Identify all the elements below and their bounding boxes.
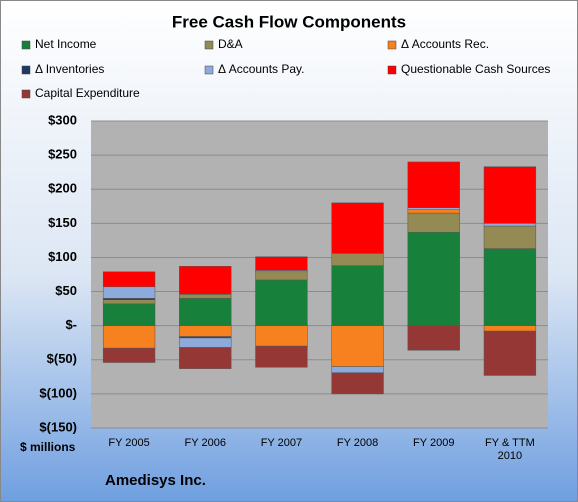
- x-tick-label: FY 2009: [413, 437, 455, 449]
- bar-segment: [179, 266, 232, 295]
- bar-segment: [255, 325, 308, 347]
- bar-segment: [179, 325, 232, 337]
- y-tick-label: $50: [55, 283, 77, 298]
- y-tick-label: $300: [48, 112, 77, 127]
- legend-label: Δ Accounts Pay.: [218, 62, 305, 76]
- bar-segment: [407, 212, 460, 233]
- bar-segment: [331, 202, 384, 254]
- bar-segment: [331, 366, 384, 373]
- bar-segment: [102, 325, 156, 349]
- legend-swatch: [21, 40, 31, 50]
- bar-segment: [102, 286, 156, 299]
- bar-segment: [102, 347, 156, 363]
- y-tick-label: $100: [48, 249, 77, 264]
- x-tick-label: FY & TTM 2010: [485, 437, 535, 462]
- bar-segment: [407, 161, 460, 208]
- y-axis-label: $ millions: [20, 440, 76, 454]
- bar-segment: [407, 231, 460, 326]
- legend-swatch: [387, 65, 397, 75]
- chart-title: Free Cash Flow Components: [172, 12, 406, 31]
- legend-swatch: [21, 89, 31, 99]
- x-tick-label: FY 2005: [108, 437, 150, 449]
- bar-segment: [483, 166, 537, 224]
- legend-swatch: [204, 65, 214, 75]
- bar-segment: [102, 303, 156, 326]
- x-tick-label: FY 2006: [184, 437, 226, 449]
- y-tick-label: $150: [48, 215, 77, 230]
- bar-segment: [407, 209, 460, 214]
- bar-segment: [255, 256, 308, 271]
- bar-segment: [255, 271, 308, 281]
- bar-segment: [179, 298, 232, 326]
- legend-label: D&A: [218, 37, 243, 51]
- bar-segment: [331, 253, 384, 266]
- y-tick-label: $200: [48, 181, 77, 196]
- bar-segment: [331, 325, 384, 367]
- legend-swatch: [21, 65, 31, 75]
- bar-segment: [179, 337, 232, 348]
- bar-segment: [255, 345, 308, 368]
- bar-segment: [407, 325, 460, 351]
- bar-segment: [102, 299, 156, 305]
- legend-swatch: [387, 40, 397, 50]
- y-tick-label: $250: [48, 147, 77, 162]
- legend-label: Δ Accounts Rec.: [401, 37, 489, 51]
- legend-label: Questionable Cash Sources: [401, 62, 550, 76]
- legend-label: Net Income: [35, 37, 97, 51]
- y-tick-label: $(150): [39, 419, 77, 434]
- x-tick-label: FY 2008: [336, 437, 379, 449]
- legend-label: Capital Expenditure: [35, 86, 140, 100]
- bar-segment: [483, 325, 537, 332]
- y-tick-label: $-: [65, 317, 77, 332]
- x-tick-label: FY 2007: [260, 437, 303, 449]
- bar-segment: [483, 248, 537, 326]
- bar-segment: [483, 330, 537, 376]
- legend-label: Δ Inventories: [35, 62, 104, 76]
- bar-segment: [331, 372, 384, 395]
- company-label: Amedisys Inc.: [105, 472, 206, 489]
- bar-segment: [483, 223, 537, 227]
- bar-segment: [179, 347, 232, 369]
- bar-segment: [407, 207, 460, 210]
- bar-segment: [179, 294, 232, 299]
- bar-segment: [483, 225, 537, 249]
- plot-area: [91, 121, 548, 428]
- bar-segment: [331, 265, 384, 326]
- y-tick-label: $(100): [39, 385, 77, 400]
- bar-segment: [102, 271, 156, 288]
- y-tick-label: $(50): [47, 351, 77, 366]
- legend-swatch: [204, 40, 214, 50]
- bar-segment: [255, 279, 308, 326]
